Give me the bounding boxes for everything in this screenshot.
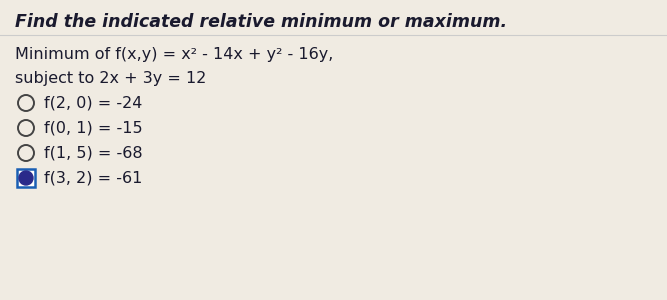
Circle shape — [19, 171, 33, 185]
Text: f(0, 1) = -15: f(0, 1) = -15 — [44, 121, 143, 136]
Text: f(2, 0) = -24: f(2, 0) = -24 — [44, 95, 142, 110]
Text: Find the indicated relative minimum or maximum.: Find the indicated relative minimum or m… — [15, 13, 507, 31]
Text: f(3, 2) = -61: f(3, 2) = -61 — [44, 170, 142, 185]
Text: subject to 2x + 3y = 12: subject to 2x + 3y = 12 — [15, 70, 206, 86]
Text: f(1, 5) = -68: f(1, 5) = -68 — [44, 146, 143, 160]
FancyBboxPatch shape — [17, 169, 35, 187]
Text: Minimum of f(x,y) = x² - 14x + y² - 16y,: Minimum of f(x,y) = x² - 14x + y² - 16y, — [15, 47, 333, 62]
